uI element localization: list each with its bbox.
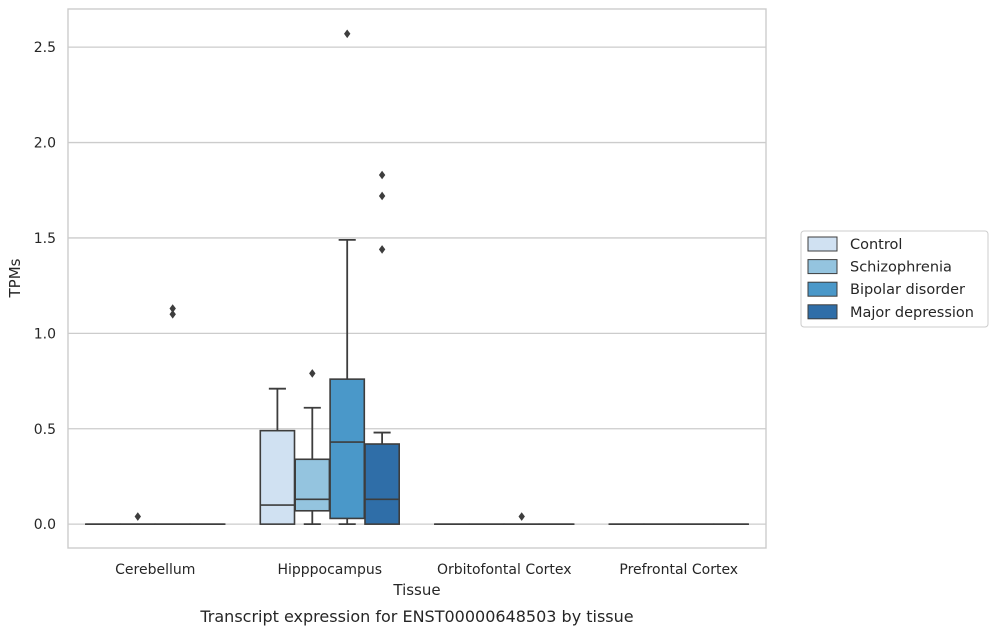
- x-tick-label: Orbitofontal Cortex: [437, 562, 572, 578]
- y-axis-label: TPMs: [6, 258, 24, 298]
- box-group: [364, 431, 401, 525]
- box-group: [329, 238, 366, 526]
- legend-label: Bipolar disorder: [850, 282, 965, 298]
- legend-swatch: [807, 281, 838, 297]
- box: [329, 378, 366, 520]
- legend-swatch: [807, 259, 838, 275]
- y-tick-label: 2.0: [34, 136, 56, 152]
- box: [259, 429, 296, 525]
- y-tick-label: 0.5: [34, 422, 56, 438]
- x-axis-label: Tissue: [392, 581, 440, 599]
- y-tick-label: 1.0: [34, 326, 56, 342]
- outlier-point: [169, 304, 176, 313]
- y-tick-labels: 0.0 0.5 1.0 1.5 2.0 2.5: [34, 40, 56, 533]
- outlier-point: [134, 512, 141, 521]
- x-tick-label: Prefrontal Cortex: [619, 562, 738, 578]
- chart-caption: Transcript expression for ENST0000064850…: [199, 607, 633, 626]
- legend-swatch: [807, 304, 838, 320]
- legend: Control Schizophrenia Bipolar disorder Majo…: [800, 230, 989, 328]
- y-tick-label: 1.5: [34, 231, 56, 247]
- x-tick-label: Hipppocampus: [277, 562, 382, 578]
- outlier-point: [378, 191, 386, 201]
- outlier-point: [169, 309, 176, 319]
- x-tick-labels: Cerebellum Hipppocampus Orbitofontal Corte…: [115, 562, 738, 578]
- outlier-points: [134, 29, 525, 521]
- outlier-point: [518, 512, 525, 521]
- box: [294, 458, 331, 512]
- box-group: [294, 406, 331, 526]
- plot-frame: [67, 8, 767, 549]
- outlier-point: [378, 170, 386, 180]
- legend-swatch: [807, 236, 838, 252]
- legend-items: Control Schizophrenia Bipolar disorder Majo…: [807, 236, 974, 321]
- outlier-point: [378, 245, 386, 254]
- legend-label: Schizophrenia: [850, 260, 952, 276]
- outlier-point: [309, 369, 316, 378]
- gridlines: [68, 46, 766, 525]
- outlier-point: [344, 29, 351, 39]
- legend-label: Major depression: [850, 305, 974, 321]
- box: [364, 443, 401, 525]
- box-series: [84, 238, 750, 526]
- legend-frame: [800, 230, 989, 328]
- x-tick-label: Cerebellum: [115, 562, 195, 578]
- y-tick-label: 0.0: [34, 517, 56, 533]
- y-tick-label: 2.5: [34, 40, 56, 56]
- legend-label: Control: [850, 237, 902, 253]
- box-group: [259, 387, 296, 525]
